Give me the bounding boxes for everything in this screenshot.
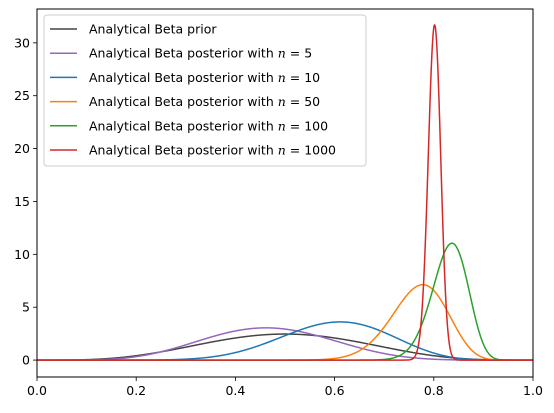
legend-label: Analytical Beta posterior with n = 10 — [89, 70, 320, 85]
series-line-6 — [36, 24, 534, 361]
legend-label-text: Analytical Beta prior — [89, 22, 217, 37]
legend-n-value: 50 — [304, 94, 320, 109]
legend-n-symbol: n — [278, 118, 286, 133]
legend-label-text: Analytical Beta posterior with — [89, 143, 278, 158]
legend-n-symbol: n — [278, 70, 286, 85]
legend-n-symbol: n — [278, 46, 286, 61]
legend-equals: = — [286, 143, 304, 158]
series-line-5 — [36, 242, 534, 361]
legend-n-value: 1000 — [304, 143, 336, 158]
series-line-4 — [36, 283, 534, 361]
legend-label: Analytical Beta posterior with n = 1000 — [89, 143, 336, 158]
legend: Analytical Beta prior Analytical Beta pos… — [43, 14, 367, 167]
legend-n-symbol: n — [278, 94, 286, 109]
legend-label-text: Analytical Beta posterior with — [89, 46, 278, 61]
legend-equals: = — [286, 118, 304, 133]
legend-label: Analytical Beta posterior with n = 100 — [89, 118, 328, 133]
legend-equals: = — [286, 46, 304, 61]
y-tick-label: 0 — [22, 353, 30, 368]
legend-n-symbol: n — [278, 143, 286, 158]
x-tick-label: 1.0 — [523, 383, 543, 398]
legend-label-text: Analytical Beta posterior with — [89, 94, 278, 109]
series-line-3 — [36, 321, 534, 361]
y-tick-label: 5 — [22, 300, 30, 315]
legend-label: Analytical Beta prior — [89, 22, 217, 37]
x-tick-label: 0.0 — [27, 383, 47, 398]
y-tick-label: 10 — [14, 247, 30, 262]
legend-equals: = — [286, 94, 304, 109]
legend-n-value: 10 — [304, 70, 320, 85]
legend-box — [43, 14, 367, 167]
x-tick-label: 0.4 — [225, 383, 245, 398]
legend-n-value: 5 — [304, 46, 312, 61]
x-axis: 0.0 0.2 0.4 0.6 0.8 1.0 — [27, 377, 543, 398]
y-tick-label: 30 — [14, 35, 30, 50]
legend-label-text: Analytical Beta posterior with — [89, 70, 278, 85]
legend-n-value: 100 — [304, 118, 328, 133]
y-axis: 0 5 10 15 20 25 30 — [14, 35, 37, 368]
series-line-2 — [36, 327, 534, 361]
legend-label-text: Analytical Beta posterior with — [89, 118, 278, 133]
legend-label: Analytical Beta posterior with n = 50 — [89, 94, 320, 109]
y-tick-label: 15 — [14, 194, 30, 209]
y-tick-label: 20 — [14, 141, 30, 156]
x-tick-label: 0.8 — [424, 383, 444, 398]
plot-frame — [36, 8, 534, 378]
x-tick-label: 0.2 — [126, 383, 146, 398]
series-lines — [36, 24, 534, 361]
legend-equals: = — [286, 70, 304, 85]
series-line-1 — [36, 333, 534, 361]
x-tick-label: 0.6 — [325, 383, 345, 398]
y-tick-label: 25 — [14, 88, 30, 103]
legend-label: Analytical Beta posterior with n = 5 — [89, 46, 312, 61]
